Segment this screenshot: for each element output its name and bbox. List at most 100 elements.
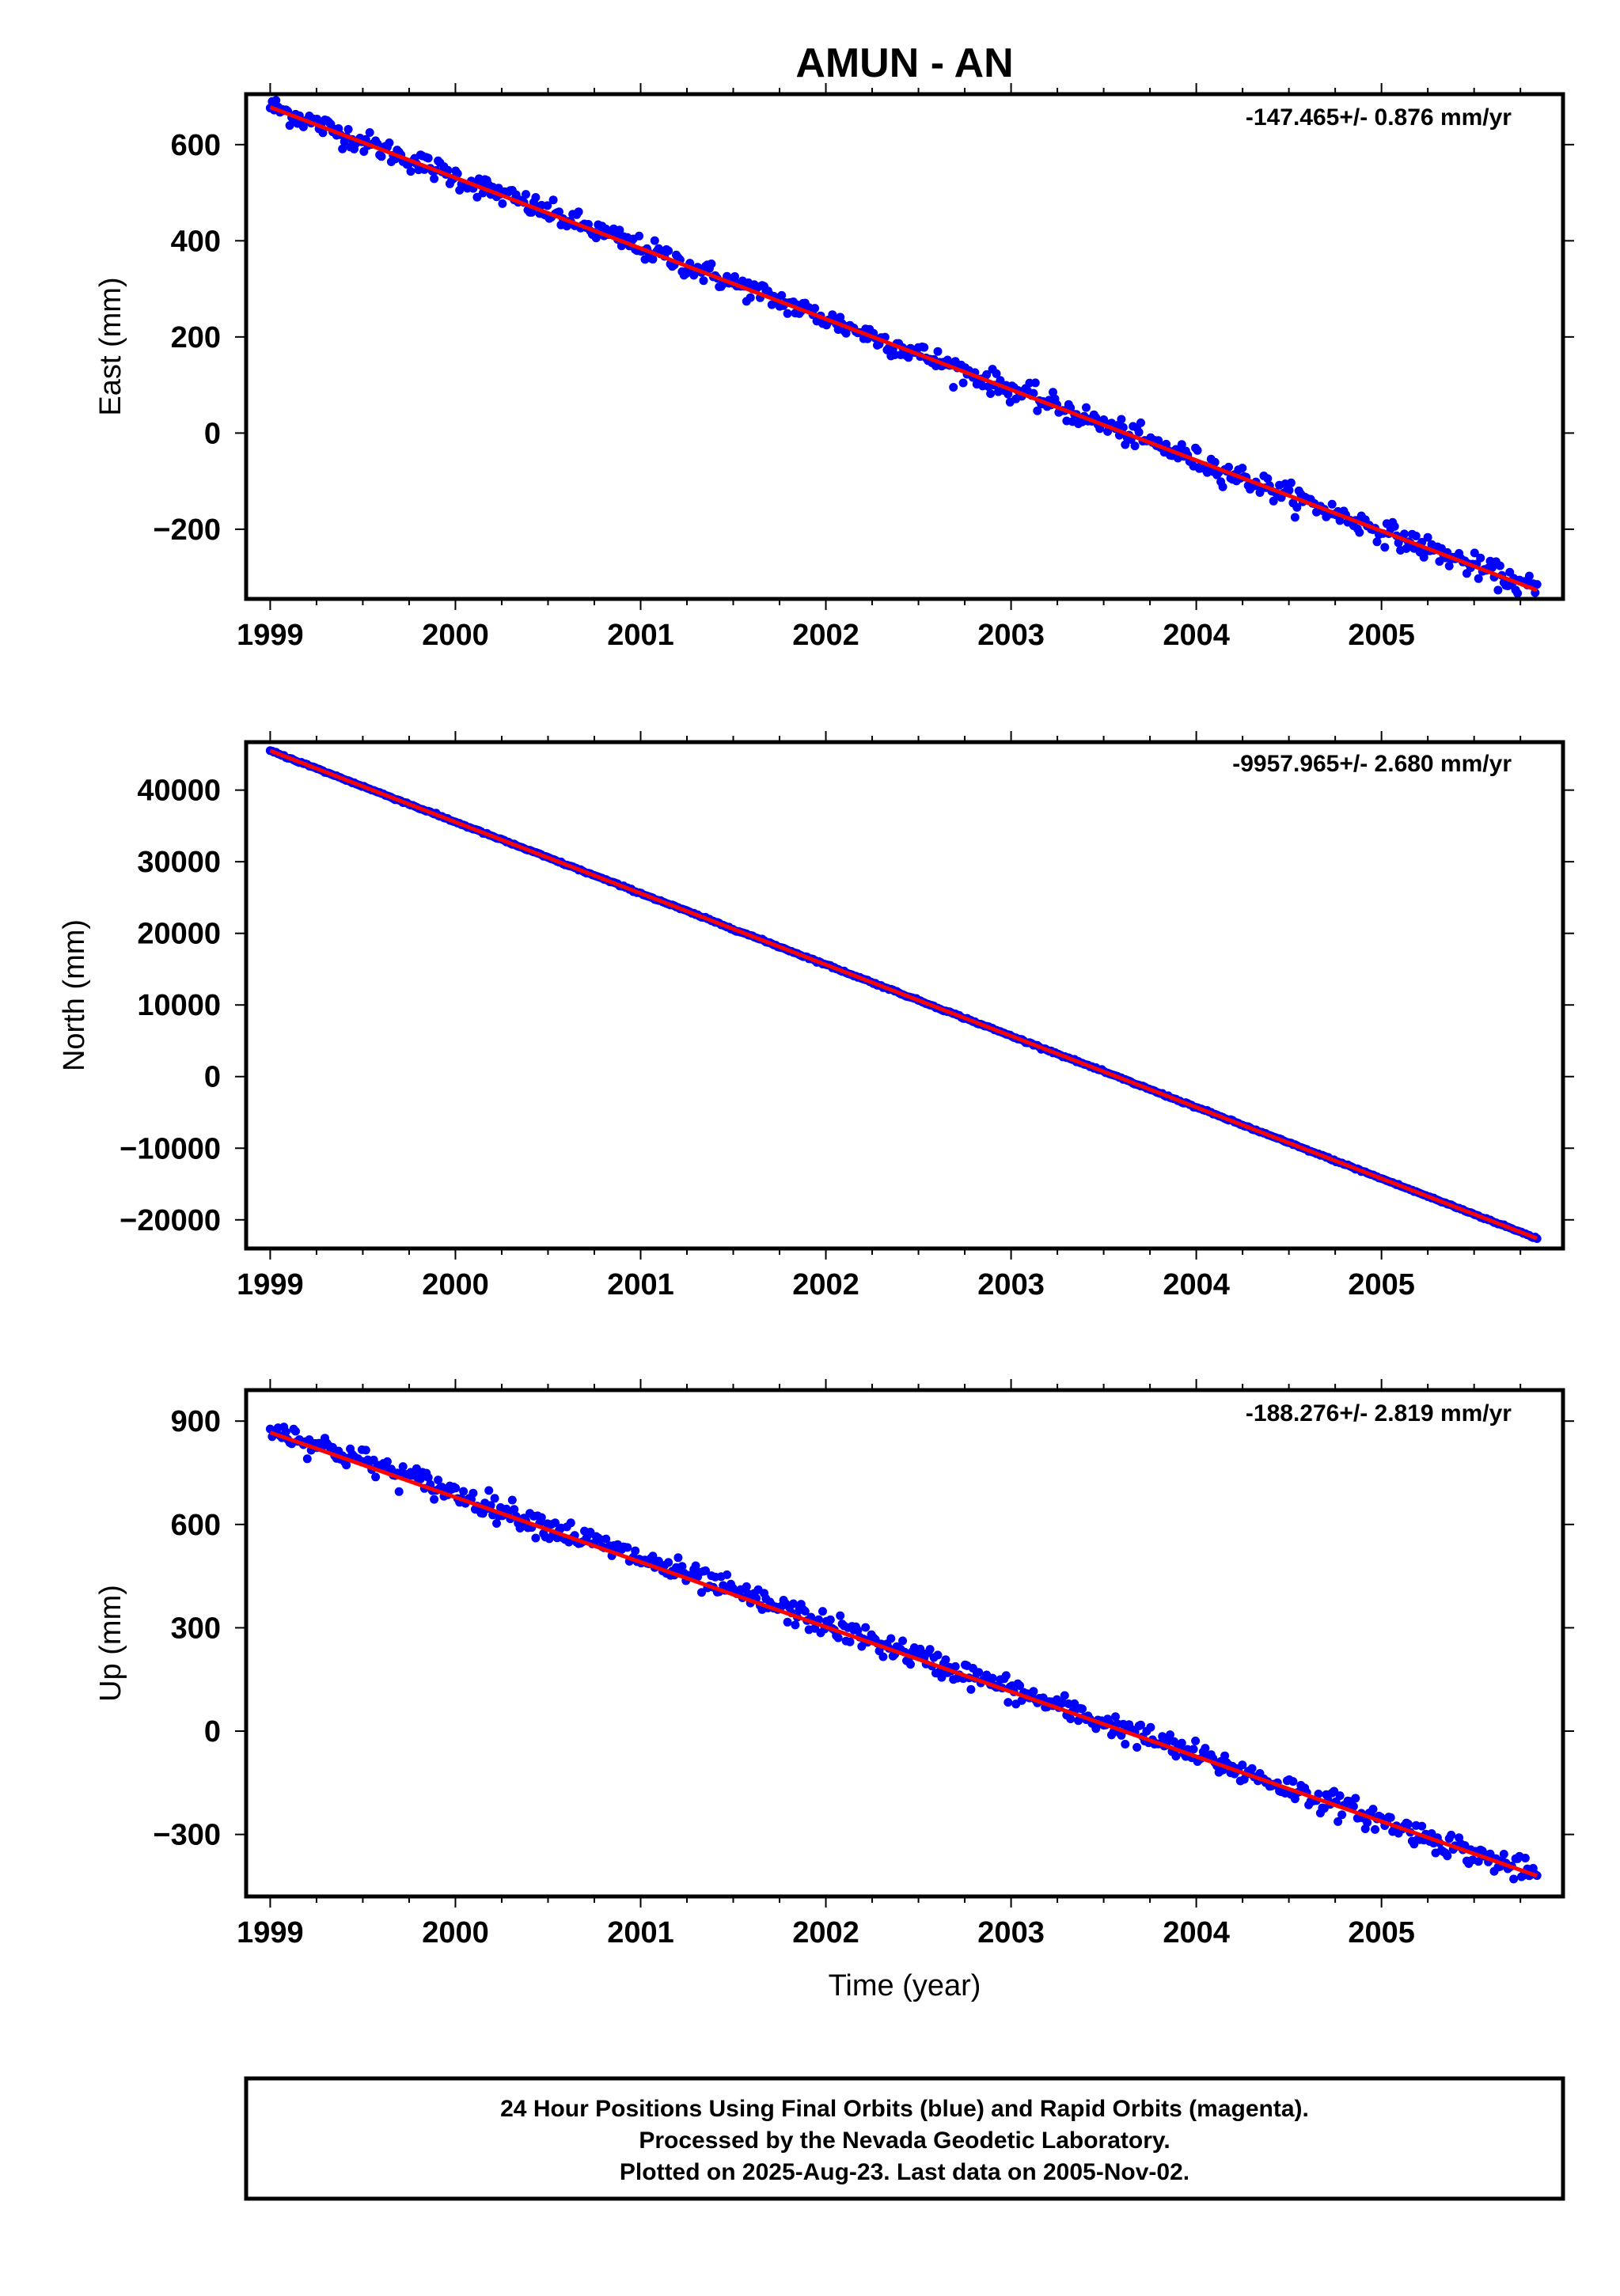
- east-data-point: [385, 138, 394, 147]
- up-data-point: [510, 1505, 519, 1514]
- up-data-point: [673, 1553, 683, 1563]
- east-data-point: [1134, 427, 1144, 437]
- east-data-point: [343, 125, 353, 134]
- up-data-point: [1368, 1805, 1378, 1814]
- north-y-tick-label: 10000: [137, 989, 221, 1022]
- up-data-point: [925, 1645, 935, 1654]
- east-data-point: [1177, 440, 1186, 449]
- up-data-point: [631, 1546, 640, 1555]
- up-data-point: [566, 1518, 575, 1528]
- up-data-point: [484, 1486, 494, 1495]
- east-data-point: [841, 328, 851, 338]
- east-data-point: [498, 199, 507, 208]
- up-data-point: [1447, 1830, 1456, 1839]
- up-data-point: [1220, 1751, 1230, 1760]
- up-data-point: [1171, 1752, 1181, 1761]
- east-data-point: [1136, 418, 1145, 427]
- east-data-point: [1493, 585, 1503, 595]
- up-data-point: [1314, 1790, 1323, 1798]
- east-x-tick-label: 2003: [977, 619, 1045, 652]
- up-data-point: [430, 1495, 439, 1504]
- east-data-point: [1495, 561, 1504, 570]
- east-data-point: [707, 260, 716, 268]
- up-data-point: [1386, 1813, 1395, 1822]
- east-x-tick-label: 2000: [422, 619, 489, 652]
- east-data-point: [1470, 548, 1479, 558]
- east-plot-area: [265, 96, 1542, 598]
- up-data-point: [886, 1634, 896, 1643]
- north-y-tick-label: 20000: [137, 918, 221, 951]
- up-data-point: [492, 1519, 501, 1528]
- east-data-point: [430, 174, 439, 184]
- east-data-point: [543, 201, 552, 210]
- up-x-tick-label: 2004: [1163, 1916, 1230, 1949]
- east-data-point: [1286, 478, 1296, 487]
- north-x-tick-label: 2001: [607, 1268, 674, 1301]
- footer-line-2: Processed by the Nevada Geodetic Laborat…: [639, 2127, 1170, 2154]
- x-axis-label: Time (year): [829, 1969, 981, 2002]
- up-data-point: [281, 1427, 290, 1437]
- up-data-point: [664, 1558, 673, 1567]
- up-data-point: [937, 1673, 947, 1682]
- east-data-point: [365, 128, 374, 137]
- north-x-tick-label: 2003: [977, 1268, 1045, 1301]
- up-data-point: [906, 1660, 915, 1669]
- east-data-point: [933, 347, 943, 356]
- north-x-tick-label: 2005: [1348, 1268, 1415, 1301]
- east-data-point: [1423, 532, 1432, 542]
- east-data-point: [555, 207, 563, 217]
- east-data-point: [635, 231, 644, 241]
- east-data-point: [1121, 440, 1130, 449]
- east-data-point: [920, 343, 929, 352]
- up-data-point: [1189, 1745, 1198, 1754]
- up-data-point: [1166, 1730, 1174, 1740]
- up-data-point: [1417, 1821, 1427, 1831]
- east-data-point: [1380, 543, 1390, 552]
- east-x-tick-label: 2001: [607, 619, 674, 652]
- up-data-point: [1334, 1817, 1343, 1826]
- up-data-point: [1499, 1850, 1508, 1858]
- up-data-point: [1509, 1874, 1519, 1884]
- up-x-tick-label: 2003: [977, 1916, 1045, 1949]
- up-data-point: [1371, 1824, 1379, 1834]
- east-y-tick-label: 0: [204, 417, 221, 450]
- east-data-point: [746, 293, 755, 302]
- east-data-point: [1082, 403, 1091, 412]
- up-data-point: [1066, 1714, 1076, 1723]
- up-data-point: [1288, 1777, 1298, 1786]
- up-data-point: [1177, 1738, 1186, 1748]
- east-data-point: [1390, 521, 1399, 531]
- up-panel: -188.276+/- 2.819 mm/yr Up (mm) Time (ye…: [94, 1379, 1574, 2002]
- up-data-point: [1003, 1698, 1013, 1707]
- east-data-point: [1238, 464, 1247, 473]
- up-data-point: [1111, 1712, 1120, 1722]
- north-y-tick-label: 40000: [137, 775, 221, 808]
- up-data-point: [1443, 1851, 1452, 1861]
- up-data-point: [1091, 1724, 1101, 1733]
- east-x-tick-label: 2005: [1348, 619, 1415, 652]
- east-frame: [244, 92, 1565, 601]
- up-data-point: [974, 1668, 984, 1677]
- up-data-point: [1136, 1720, 1145, 1730]
- up-rate-label: -188.276+/- 2.819 mm/yr: [1246, 1400, 1512, 1426]
- north-y-tick-label: 30000: [137, 846, 221, 879]
- up-data-point: [833, 1633, 843, 1642]
- up-frame: [244, 1388, 1565, 1899]
- up-data-point: [800, 1607, 810, 1616]
- east-data-point: [1372, 537, 1382, 547]
- up-y-tick-label: 300: [171, 1612, 221, 1645]
- east-data-point: [1335, 516, 1345, 525]
- east-data-point: [1263, 474, 1273, 483]
- east-data-point: [548, 195, 558, 205]
- footer-line-3: Plotted on 2025-Aug-23. Last data on 200…: [620, 2159, 1189, 2185]
- east-x-tick-label: 1999: [237, 619, 304, 652]
- north-y-axis-label: North (mm): [58, 919, 91, 1071]
- east-data-point: [1327, 499, 1337, 509]
- up-y-axis-label: Up (mm): [94, 1585, 127, 1702]
- east-data-point: [1210, 457, 1220, 467]
- east-data-point: [1193, 445, 1202, 455]
- up-data-point: [1351, 1794, 1360, 1803]
- up-data-point: [1121, 1740, 1130, 1749]
- up-x-tick-label: 2005: [1348, 1916, 1415, 1949]
- up-trend-line: [269, 1430, 1538, 1878]
